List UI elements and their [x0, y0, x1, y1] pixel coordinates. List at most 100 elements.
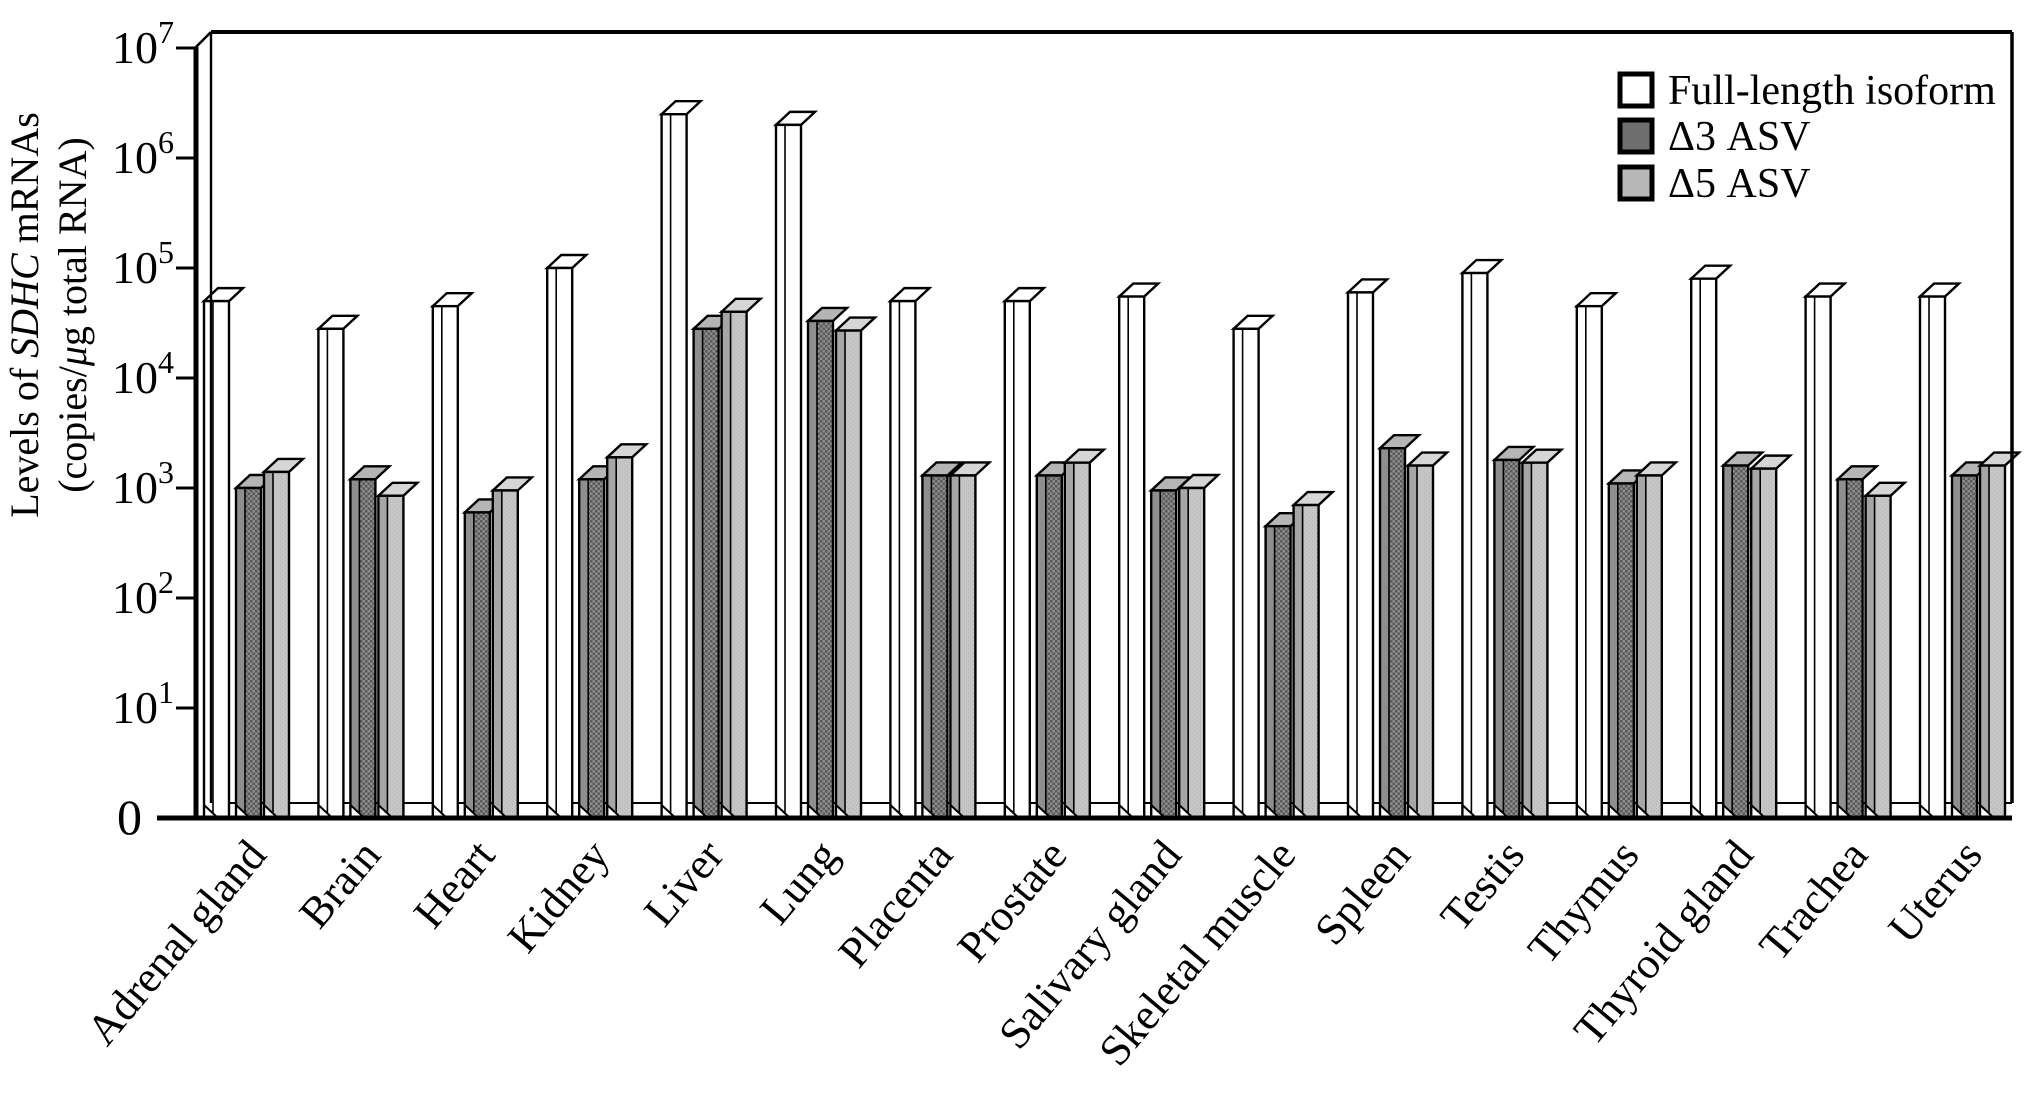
bar-skeletal-muscle-series-1 [1262, 511, 1308, 820]
bar-spleen-series-1 [1376, 434, 1423, 820]
bar-left-strip [204, 301, 213, 819]
bar-left-strip [836, 330, 845, 818]
bar-left-strip [350, 479, 360, 818]
bar-left-strip [318, 328, 328, 818]
y-axis-title-line1: Levels of SDHC mRNAs [2, 112, 47, 518]
bar-left-strip [432, 306, 442, 818]
bar-trachea-series-2 [1862, 481, 1908, 820]
legend-label-2: Δ5 ASV [1668, 161, 1811, 207]
bar-left-strip [547, 268, 557, 818]
bar-left-strip [1064, 462, 1074, 818]
bar-left-strip [950, 475, 960, 818]
bar-left-strip [1952, 475, 1961, 818]
bar-left-strip [1233, 328, 1243, 818]
bar-testis-series-2 [1519, 448, 1565, 820]
bar-left-strip [1036, 475, 1046, 818]
bar-left-strip [264, 471, 273, 818]
bar-liver-series-2 [718, 297, 764, 820]
bar-left-strip [1865, 495, 1875, 818]
bar-prostate-series-2 [1061, 448, 1107, 820]
bar-left-strip [1723, 465, 1733, 818]
y-tick-label-10e3: 103 [112, 454, 174, 513]
bar-lung-series-2 [832, 316, 879, 820]
bar-placenta-series-0 [887, 286, 933, 820]
y-tick-label-10e6: 106 [112, 124, 174, 183]
legend-swatch-0 [1617, 71, 1655, 109]
bar-kidney-series-1 [576, 465, 622, 820]
bar-brain-series-1 [347, 465, 393, 820]
bar-placenta-series-2 [947, 461, 993, 820]
bar-liver-series-1 [690, 314, 736, 820]
y-tick-label-10e4: 104 [112, 344, 174, 403]
bar-left-strip [1380, 448, 1389, 818]
bar-left-strip [464, 512, 474, 818]
bar-left-strip [721, 311, 731, 818]
bar-adrenal-gland-series-2 [260, 457, 307, 820]
bar-left-strip [1608, 483, 1618, 818]
bar-heart-series-2 [489, 476, 535, 820]
legend-item-0: Full-length isoform [1617, 68, 1996, 114]
y-tick-label-zero: 0 [117, 789, 142, 845]
legend-swatch-2 [1617, 164, 1655, 202]
bar-skeletal-muscle-series-0 [1230, 314, 1276, 820]
bar-left-strip [661, 114, 671, 818]
y-tick-label-10e1: 101 [112, 674, 174, 733]
bar-left-strip [1636, 475, 1646, 818]
y-axis-depth-corner [195, 31, 212, 48]
bar-left-strip [1522, 462, 1532, 818]
bar-left-strip [378, 495, 388, 818]
bar-left-strip [1980, 465, 1989, 818]
bar-left-strip [1348, 292, 1357, 819]
bar-adrenal-gland-series-1 [232, 473, 279, 820]
bar-salivary-gland-series-2 [1176, 473, 1222, 820]
bar-left-strip [890, 301, 900, 819]
legend-swatch-1 [1617, 117, 1655, 155]
bar-left-strip [808, 320, 817, 818]
bar-skeletal-muscle-series-2 [1290, 490, 1336, 820]
bar-left-strip [1004, 301, 1014, 819]
bar-uterus-series-2 [1976, 451, 2023, 820]
bar-spleen-series-0 [1344, 278, 1391, 820]
bar-left-strip [492, 490, 502, 818]
bar-left-strip [1920, 296, 1929, 819]
legend-label-1: Δ3 ASV [1668, 114, 1811, 160]
y-tick-label-10e7: 107 [112, 14, 174, 73]
bar-thymus-series-0 [1573, 291, 1619, 820]
bar-left-strip [1691, 278, 1701, 818]
legend-item-1: Δ3 ASV [1617, 114, 1811, 160]
bar-thymus-series-2 [1633, 461, 1679, 820]
legend-item-2: Δ5 ASV [1617, 161, 1811, 207]
bar-left-strip [1265, 526, 1275, 818]
bar-left-strip [1462, 273, 1472, 818]
bar-thyroid-gland-series-2 [1748, 454, 1794, 820]
bar-left-strip [1837, 479, 1847, 818]
y-axis-title-line2: (copies/μg total RNA) [50, 137, 95, 493]
bar-placenta-series-1 [919, 461, 965, 820]
bar-left-strip [1151, 490, 1161, 818]
bar-testis-series-0 [1459, 258, 1505, 820]
bar-kidney-series-2 [604, 443, 650, 820]
bar-heart-series-0 [429, 291, 475, 820]
bar-trachea-series-1 [1834, 465, 1880, 820]
bar-brain-series-2 [375, 481, 421, 820]
legend-label-0: Full-length isoform [1668, 68, 1996, 114]
bar-left-strip [693, 328, 703, 818]
bar-left-strip [1179, 488, 1189, 818]
bar-left-strip [579, 479, 589, 818]
bar-left-strip [236, 488, 245, 818]
bar-left-strip [1119, 296, 1129, 819]
y-tick-label-10e5: 105 [112, 234, 174, 293]
bar-trachea-series-0 [1802, 282, 1848, 820]
bar-brain-series-0 [315, 314, 361, 820]
bar-salivary-gland-series-1 [1148, 476, 1194, 820]
bar-left-strip [1751, 468, 1761, 818]
bar-prostate-series-0 [1001, 286, 1047, 820]
bar-left-strip [1805, 296, 1815, 819]
bar-spleen-series-2 [1404, 451, 1451, 820]
y-tick-label-10e2: 102 [112, 564, 174, 623]
bar-lung-series-1 [804, 306, 851, 820]
bar-left-strip [1293, 505, 1303, 818]
bar-left-strip [1576, 306, 1586, 818]
